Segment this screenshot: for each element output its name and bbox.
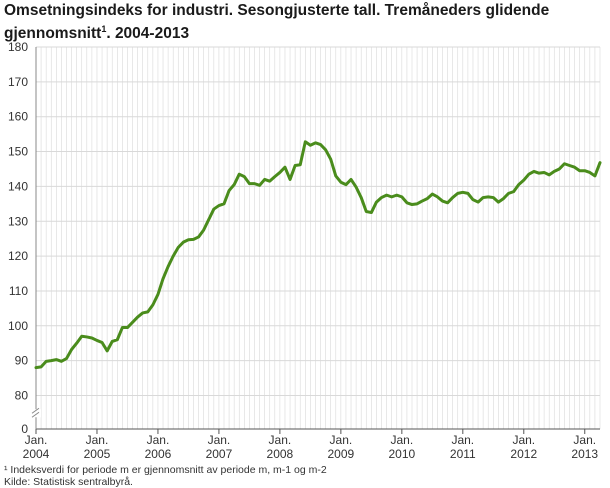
y-tick-label-150: 150	[8, 145, 28, 159]
x-tick-month-label: Jan.	[330, 433, 353, 447]
x-tick-year-label-2006: 2006	[145, 447, 172, 461]
axis-break-mark	[31, 407, 40, 414]
x-tick-month-label: Jan.	[25, 433, 48, 447]
x-tick-month-label: Jan.	[86, 433, 109, 447]
series-line-0	[34, 140, 602, 370]
x-tick-year-label-2009: 2009	[328, 447, 355, 461]
x-tick-year-label-2011: 2011	[450, 447, 476, 461]
title-period: . 2004-2013	[106, 25, 190, 43]
gridlines	[35, 46, 601, 429]
x-tick-year-label-2010: 2010	[388, 447, 415, 461]
title-main: Omsetningsindeks for industri. Sesongjus…	[4, 2, 550, 43]
x-axis: Jan.2004Jan.2005Jan.2006Jan.2007Jan.2008…	[23, 47, 600, 461]
y-tick-label-180: 180	[8, 40, 28, 54]
x-tick-year-label-2004: 2004	[23, 447, 50, 461]
x-tick-year-label-2008: 2008	[267, 447, 294, 461]
x-tick-month-label: Jan.	[147, 433, 170, 447]
y-axis-break	[31, 407, 41, 418]
x-tick-year-label-2012: 2012	[510, 447, 537, 461]
axis-break-mark	[31, 411, 40, 418]
x-tick-month-label: Jan.	[451, 433, 474, 447]
y-tick-label-170: 170	[8, 75, 28, 89]
x-tick-month-label: Jan.	[208, 433, 231, 447]
x-tick-month-label: Jan.	[390, 433, 413, 447]
y-tick-label-80: 80	[15, 389, 29, 403]
x-tick-month-label: Jan.	[573, 433, 596, 447]
x-tick-year-label-2005: 2005	[84, 447, 111, 461]
y-tick-label-100: 100	[8, 319, 28, 333]
y-tick-label-130: 130	[8, 214, 28, 228]
y-tick-label-140: 140	[8, 179, 28, 193]
y-axis-tick-labels: 0 80 90 100 110 120 130 140 150 160 170 180	[8, 40, 28, 436]
footnote: ¹ Indeksverdi for periode m er gjennomsn…	[4, 464, 327, 476]
y-tick-label-160: 160	[8, 110, 28, 124]
series-lines	[34, 140, 602, 370]
y-tick-label-90: 90	[15, 354, 29, 368]
x-tick-year-label-2013: 2013	[571, 447, 598, 461]
y-tick-label-0: 0	[21, 422, 28, 436]
source-note: Kilde: Statistisk sentralbyrå.	[4, 476, 133, 488]
axis-break-gap	[31, 409, 41, 418]
chart-title: Omsetningsindeks for industri. Sesongjus…	[4, 1, 604, 43]
x-tick-month-label: Jan.	[512, 433, 535, 447]
title-footnote-marker: 1	[101, 24, 107, 34]
y-tick-label-120: 120	[8, 249, 28, 263]
x-tick-month-label: Jan.	[269, 433, 292, 447]
y-tick-label-110: 110	[9, 284, 28, 298]
x-tick-year-label-2007: 2007	[206, 447, 233, 461]
